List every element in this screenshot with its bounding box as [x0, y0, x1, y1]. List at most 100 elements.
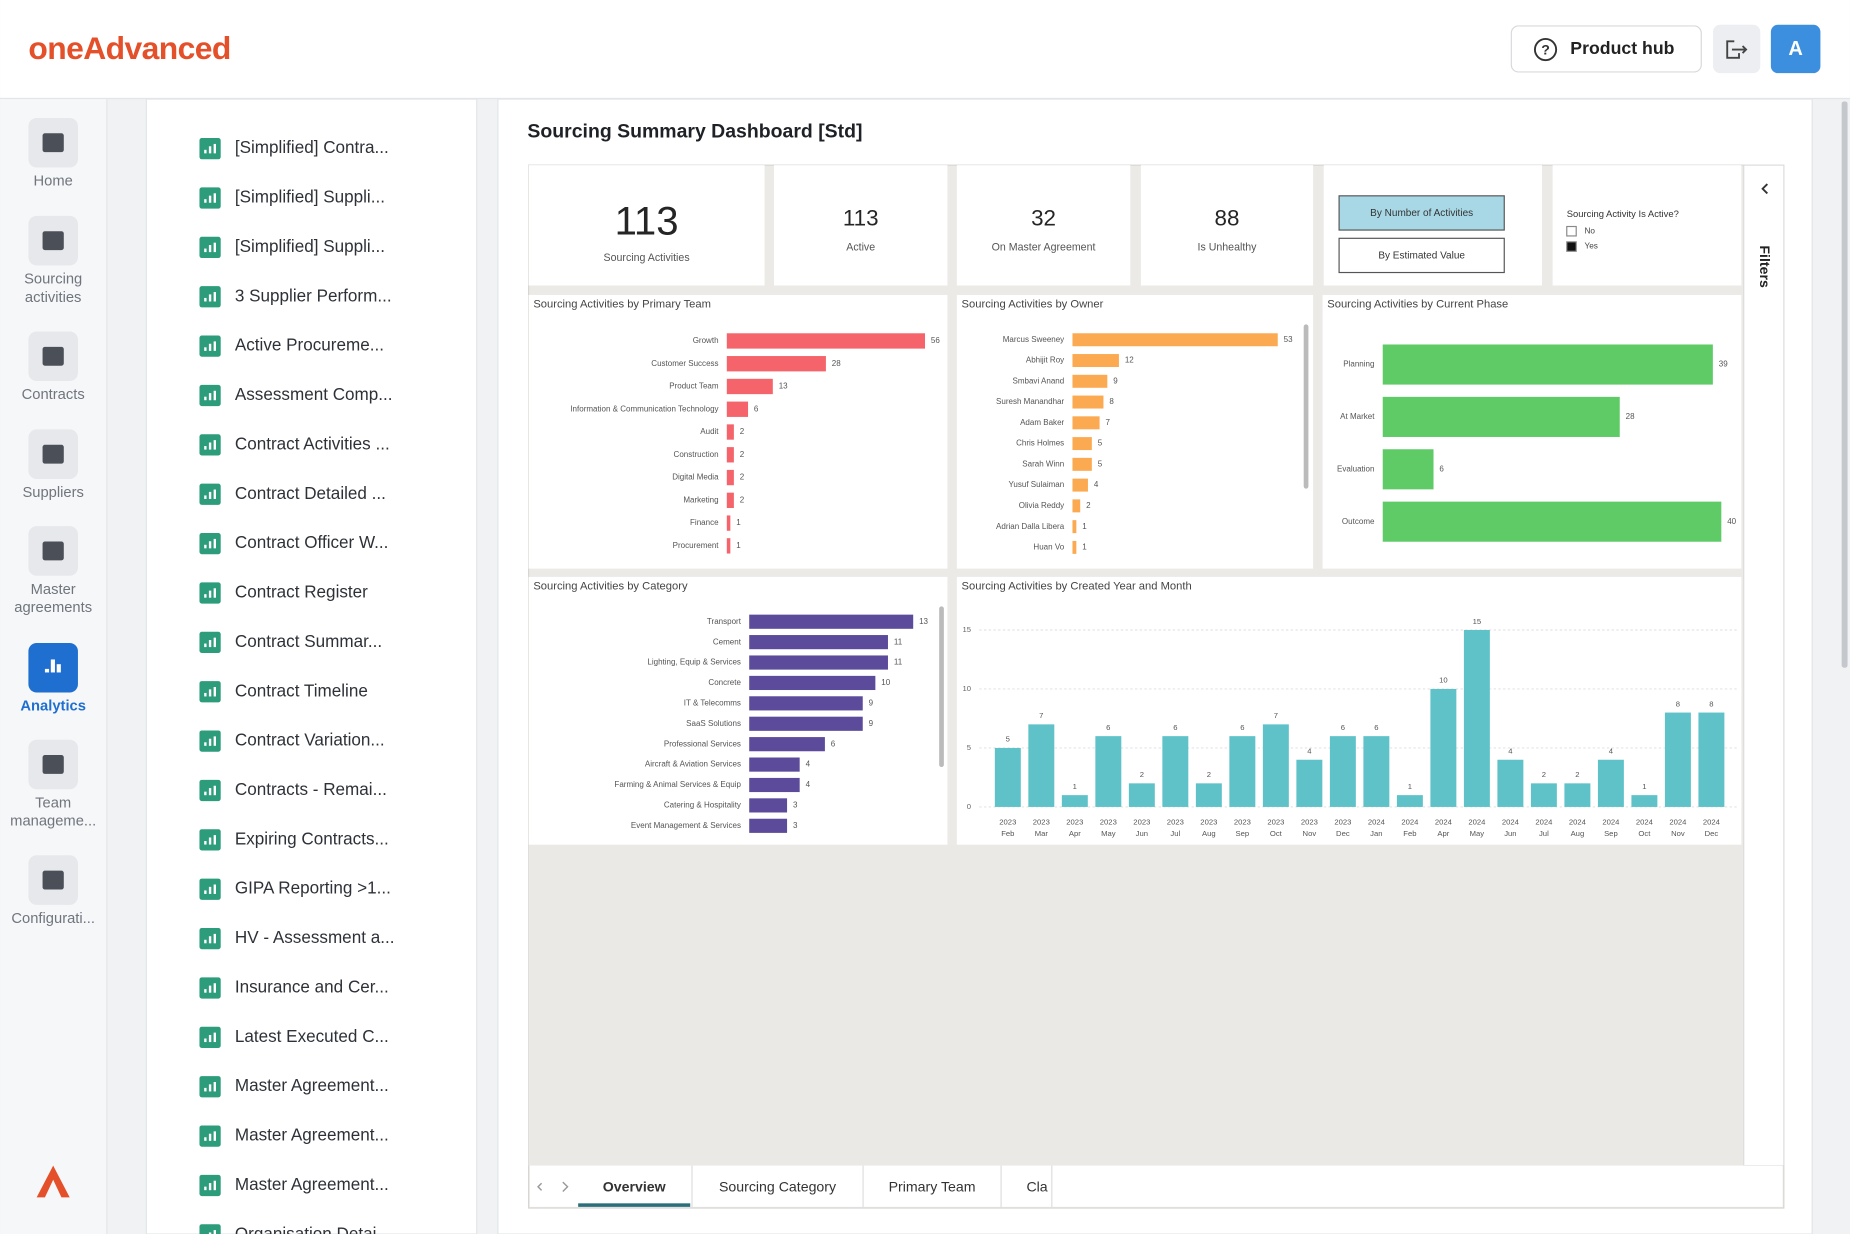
toggle-bg[interactable] — [1338, 195, 1505, 231]
report-item[interactable]: [Simplified] Suppli... — [199, 236, 385, 259]
nav-item[interactable]: Home — [28, 117, 78, 190]
avatar-bg[interactable] — [1770, 24, 1821, 74]
report-name[interactable]: Contract Summar... — [235, 632, 382, 651]
nav-label[interactable]: Analytics — [20, 699, 86, 715]
report-name[interactable]: [Simplified] Contra... — [235, 138, 389, 157]
tab-label[interactable]: Primary Team — [889, 1179, 976, 1195]
report-item[interactable]: Contract Officer W... — [199, 533, 389, 555]
report-icon-bar — [208, 393, 212, 401]
report-name[interactable]: Expiring Contracts... — [235, 829, 389, 848]
report-name[interactable]: Master Agreement... — [235, 1126, 389, 1145]
nav-item[interactable]: Suppliers — [22, 429, 84, 501]
report-item[interactable]: Master Agreement... — [199, 1174, 389, 1197]
nav-item[interactable]: Configurati... — [11, 855, 95, 927]
report-name[interactable]: Contract Activities ... — [235, 434, 390, 453]
report-name[interactable]: Assessment Comp... — [235, 385, 393, 404]
button-label[interactable]: Product hub — [1570, 38, 1674, 58]
report-icon-bar — [204, 248, 207, 253]
filters-label[interactable]: Filters — [1757, 245, 1773, 288]
nav-label[interactable]: Team — [35, 795, 71, 811]
report-item[interactable]: Contract Register — [199, 582, 368, 604]
report-name[interactable]: Master Agreement... — [235, 1076, 389, 1095]
report-name[interactable]: GIPA Reporting >1... — [235, 879, 391, 898]
report-item[interactable]: Assessment Comp... — [199, 384, 393, 407]
report-item[interactable]: Master Agreement... — [199, 1125, 389, 1147]
nav-label[interactable]: Master — [31, 582, 76, 598]
report-item[interactable]: 3 Supplier Perform... — [199, 286, 392, 308]
report-name[interactable]: [Simplified] Suppli... — [235, 237, 385, 256]
tab-label[interactable]: Overview — [603, 1179, 667, 1195]
report-item[interactable]: Insurance and Cer... — [199, 977, 389, 999]
report-item[interactable]: Contract Variation... — [199, 730, 385, 752]
report-name[interactable]: Active Procureme... — [235, 336, 384, 355]
nav-item[interactable]: Contracts — [22, 331, 85, 404]
nav-label[interactable]: Suppliers — [22, 485, 83, 501]
avatar-letter[interactable]: A — [1788, 38, 1802, 60]
report-name[interactable]: Contract Officer W... — [235, 533, 389, 552]
data-label: 3 — [793, 801, 798, 810]
report-item[interactable]: Contract Activities ... — [199, 434, 390, 456]
option-label[interactable]: No — [1584, 226, 1595, 235]
report-name[interactable]: [Simplified] Suppli... — [235, 188, 385, 207]
report-item[interactable]: Active Procureme... — [199, 335, 384, 357]
nav-item[interactable]: Team manageme... — [10, 739, 96, 830]
report-name[interactable]: Contract Variation... — [235, 731, 385, 750]
avatar[interactable]: A — [1770, 24, 1821, 74]
report-name[interactable]: Insurance and Cer... — [235, 977, 389, 996]
report-name[interactable]: Master Agreement... — [235, 1175, 389, 1194]
nav-label[interactable]: Configurati... — [11, 911, 95, 927]
data-label: 2 — [740, 450, 745, 459]
report-item[interactable]: Contract Timeline — [199, 681, 368, 703]
nav-label[interactable]: Contracts — [22, 387, 85, 403]
report-name[interactable]: Contract Register — [235, 583, 368, 602]
tab[interactable]: Primary Team — [889, 1165, 1002, 1209]
report-name[interactable]: HV - Assessment a... — [235, 928, 395, 947]
tab[interactable]: Overview — [578, 1165, 693, 1209]
report-name[interactable]: Contract Detailed ... — [235, 484, 386, 503]
tab-label[interactable]: Cla — [1026, 1179, 1047, 1195]
report-item[interactable]: GIPA Reporting >1... — [199, 878, 391, 900]
x-tick-year: 2023 — [1267, 817, 1284, 826]
nav-label[interactable]: Sourcing — [24, 271, 82, 287]
nav-label[interactable]: activities — [25, 290, 82, 306]
product-hub-button[interactable]: ? Product hub — [1510, 25, 1702, 73]
report-item[interactable]: Master Agreement... — [199, 1076, 389, 1098]
nav-label[interactable]: manageme... — [10, 814, 96, 830]
x-tick-month: Sep — [1236, 829, 1250, 838]
report-item[interactable]: Contracts - Remai... — [199, 779, 387, 802]
toggle-button[interactable]: By Estimated Value — [1338, 237, 1505, 274]
report-item[interactable]: Expiring Contracts... — [199, 829, 389, 851]
report-name[interactable]: Contract Timeline — [235, 681, 368, 700]
button-frame[interactable] — [1510, 25, 1702, 73]
toggle-bg[interactable] — [1338, 237, 1505, 274]
data-label: 12 — [1125, 356, 1134, 365]
report-item[interactable]: Latest Executed C... — [199, 1026, 389, 1048]
nav-label[interactable]: agreements — [14, 600, 92, 616]
report-name[interactable]: Contracts - Remai... — [235, 780, 387, 799]
report-item[interactable]: Contract Detailed ... — [199, 483, 386, 505]
tab[interactable]: Cla — [1026, 1165, 1053, 1209]
report-name[interactable]: 3 Supplier Perform... — [235, 286, 392, 305]
report-item[interactable]: [Simplified] Suppli... — [199, 187, 385, 209]
toggle-label[interactable]: By Number of Activities — [1370, 208, 1473, 219]
nav-item[interactable]: Analytics — [20, 642, 86, 715]
toggle-label[interactable]: By Estimated Value — [1378, 251, 1465, 262]
report-item[interactable]: [Simplified] Contra... — [199, 138, 389, 160]
option-label[interactable]: Yes — [1584, 242, 1597, 251]
tab-label[interactable]: Sourcing Category — [719, 1179, 837, 1195]
report-name[interactable]: Latest Executed C... — [235, 1027, 389, 1046]
report-item[interactable]: Contract Summar... — [199, 631, 382, 653]
checkbox[interactable] — [1566, 241, 1577, 252]
toggle-button[interactable]: By Number of Activities — [1338, 195, 1505, 231]
report-item[interactable]: HV - Assessment a... — [199, 927, 395, 950]
report-name[interactable]: Organisation Detai... — [235, 1224, 391, 1234]
nav-label[interactable]: Home — [34, 174, 73, 190]
slicer-option[interactable]: No — [1566, 225, 1596, 237]
checkbox[interactable] — [1566, 225, 1577, 237]
nav-item[interactable]: Sourcing activities — [24, 215, 82, 306]
nav-item[interactable]: Master agreements — [14, 526, 92, 616]
tab[interactable]: Sourcing Category — [719, 1165, 864, 1209]
report-item[interactable]: Organisation Detai... — [199, 1224, 391, 1234]
filters-pane[interactable] — [1743, 164, 1785, 1167]
slicer-option[interactable]: Yes — [1566, 241, 1598, 252]
